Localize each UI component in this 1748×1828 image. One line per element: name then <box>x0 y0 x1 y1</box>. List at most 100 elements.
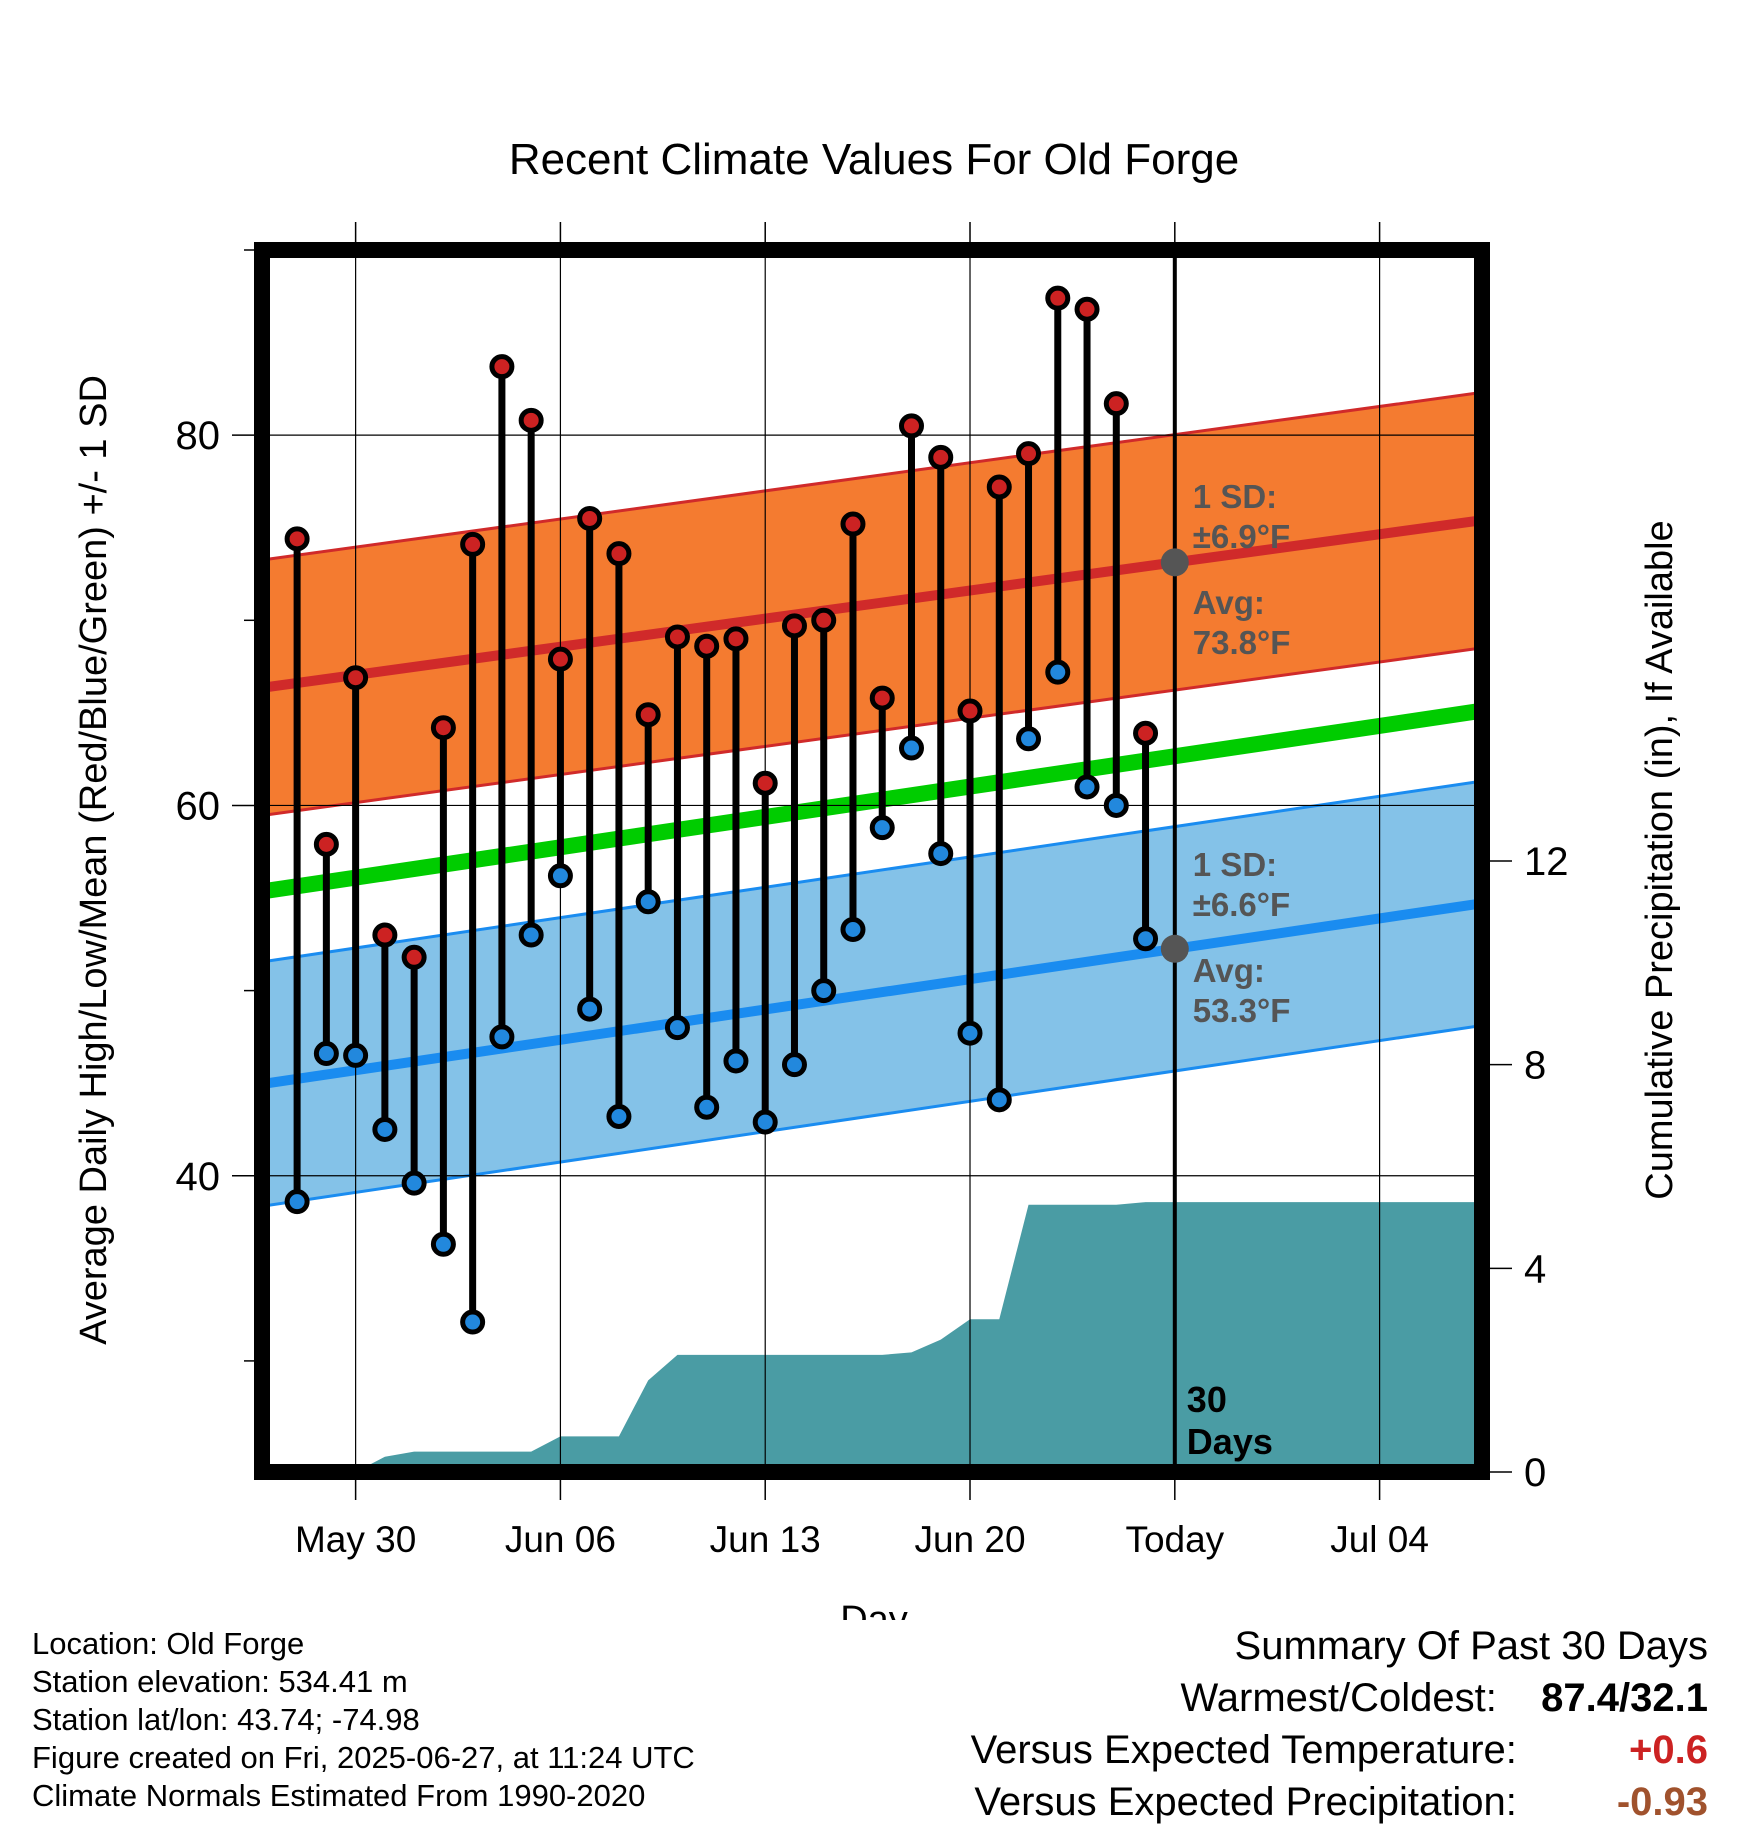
location-text: Location: Old Forge <box>32 1626 305 1661</box>
normal-low-line <box>262 898 1482 1089</box>
high-sd-band-lower-edge <box>262 646 1482 818</box>
low-temp-point <box>1103 792 1129 818</box>
low-avg-label: Avg: <box>1193 952 1265 989</box>
window-label-number: 30 <box>1187 1379 1227 1420</box>
low-temp-point <box>606 1104 632 1130</box>
high-temp-point <box>460 531 486 557</box>
low-temp-point <box>752 1109 778 1135</box>
low-temp-point <box>401 1170 427 1196</box>
summary-panel: Summary Of Past 30 Days Warmest/Coldest:… <box>971 1620 1708 1828</box>
y2-axis-label: Cumulative Precipitation (in), If Availa… <box>1639 520 1681 1199</box>
station-info: Location: Old Forge Station elevation: 5… <box>32 1625 695 1815</box>
low-temp-point <box>547 863 573 889</box>
low-avg-value: 53.3°F <box>1193 992 1291 1029</box>
warmest-coldest-label: Warmest/Coldest: <box>1180 1676 1497 1720</box>
precip-departure-value: -0.93 <box>1616 1780 1708 1824</box>
precip-departure-label: Versus Expected Precipitation: <box>974 1780 1517 1824</box>
low-temp-point <box>781 1052 807 1078</box>
warmest-coldest-value: 87.4/32.1 <box>1541 1676 1708 1720</box>
high-temp-point <box>489 354 515 380</box>
low-temp-point <box>723 1048 749 1074</box>
high-avg-label: Avg: <box>1193 584 1265 621</box>
low-temp-point <box>694 1094 720 1120</box>
created-text: Figure created on Fri, 2025-06-27, at 11… <box>32 1740 695 1775</box>
low-temp-point <box>518 922 544 948</box>
high-temp-point <box>343 665 369 691</box>
low-temp-point <box>928 841 954 867</box>
high-temp-point <box>1133 720 1159 746</box>
low-temp-point <box>313 1041 339 1067</box>
high-temp-point <box>284 526 310 552</box>
x-axis-label: Day <box>840 1599 908 1620</box>
high-temp-point <box>928 444 954 470</box>
high-temp-point <box>869 685 895 711</box>
high-temp-point <box>986 474 1012 500</box>
low-temp-point <box>664 1015 690 1041</box>
low-temp-point <box>430 1231 456 1257</box>
elevation-text: Station elevation: 534.41 m <box>32 1664 408 1699</box>
high-temp-point <box>664 624 690 650</box>
window-label-unit: Days <box>1187 1421 1273 1462</box>
low-temp-point <box>811 978 837 1004</box>
low-temp-point <box>489 1024 515 1050</box>
precip-departure-row: Versus Expected Precipitation: -0.93 <box>971 1776 1708 1828</box>
low-sd-value: ±6.6°F <box>1193 886 1290 923</box>
precip-area <box>355 1202 1482 1472</box>
y-tick-label: 40 <box>176 1155 221 1199</box>
y2-tick-label: 0 <box>1524 1451 1546 1495</box>
today-normal-low-marker <box>1160 934 1189 963</box>
high-temp-point <box>635 702 661 728</box>
high-temp-point <box>430 715 456 741</box>
x-tick-label: Today <box>1125 1519 1224 1560</box>
today-normal-high-marker <box>1160 548 1189 577</box>
high-sd-value: ±6.9°F <box>1193 518 1290 555</box>
high-temp-point <box>372 922 398 948</box>
high-temp-point <box>1045 285 1071 311</box>
y2-tick-label: 4 <box>1524 1247 1546 1291</box>
chart-title: Recent Climate Values For Old Forge <box>509 135 1239 184</box>
temp-departure-label: Versus Expected Temperature: <box>970 1728 1517 1772</box>
y2-tick-label: 8 <box>1524 1044 1546 1088</box>
high-temp-point <box>577 505 603 531</box>
low-temp-point <box>1045 659 1071 685</box>
high-temp-point <box>313 831 339 857</box>
climate-chart: Recent Climate Values For Old Forge 1 SD… <box>73 135 1681 1620</box>
low-temp-point <box>372 1116 398 1142</box>
low-temp-point <box>1074 774 1100 800</box>
normal-mean-line <box>262 702 1482 900</box>
y-tick-label: 60 <box>176 784 221 828</box>
low-temp-point <box>343 1042 369 1068</box>
high-temp-point <box>752 770 778 796</box>
plot-frame <box>254 242 1490 1480</box>
high-avg-value: 73.8°F <box>1193 624 1291 661</box>
normal-high-line <box>262 515 1482 693</box>
summary-heading: Summary Of Past 30 Days <box>1234 1624 1708 1668</box>
low-temp-point <box>1133 926 1159 952</box>
normals-text: Climate Normals Estimated From 1990-2020 <box>32 1778 646 1813</box>
low-temp-point <box>986 1087 1012 1113</box>
high-sd-band-upper-edge <box>262 390 1482 562</box>
x-tick-label: May 30 <box>295 1519 416 1560</box>
y2-tick-label: 12 <box>1524 840 1569 884</box>
low-temp-point <box>869 815 895 841</box>
low-temp-point <box>1016 726 1042 752</box>
high-temp-point <box>957 698 983 724</box>
low-temp-point <box>957 1020 983 1046</box>
high-temp-point <box>811 607 837 633</box>
low-temp-point <box>840 917 866 943</box>
x-tick-label: Jun 13 <box>710 1519 821 1560</box>
y-axis-label: Average Daily High/Low/Mean (Red/Blue/Gr… <box>73 375 115 1345</box>
high-temp-point <box>694 633 720 659</box>
high-temp-point <box>547 646 573 672</box>
latlon-text: Station lat/lon: 43.74; -74.98 <box>32 1702 420 1737</box>
high-temp-point <box>606 541 632 567</box>
y-tick-label: 80 <box>176 414 221 458</box>
low-temp-point <box>284 1189 310 1215</box>
low-temp-point <box>635 889 661 915</box>
low-temp-point <box>460 1309 486 1335</box>
high-temp-point <box>723 626 749 652</box>
temp-departure-row: Versus Expected Temperature: +0.6 <box>971 1724 1708 1776</box>
high-temp-point <box>401 944 427 970</box>
